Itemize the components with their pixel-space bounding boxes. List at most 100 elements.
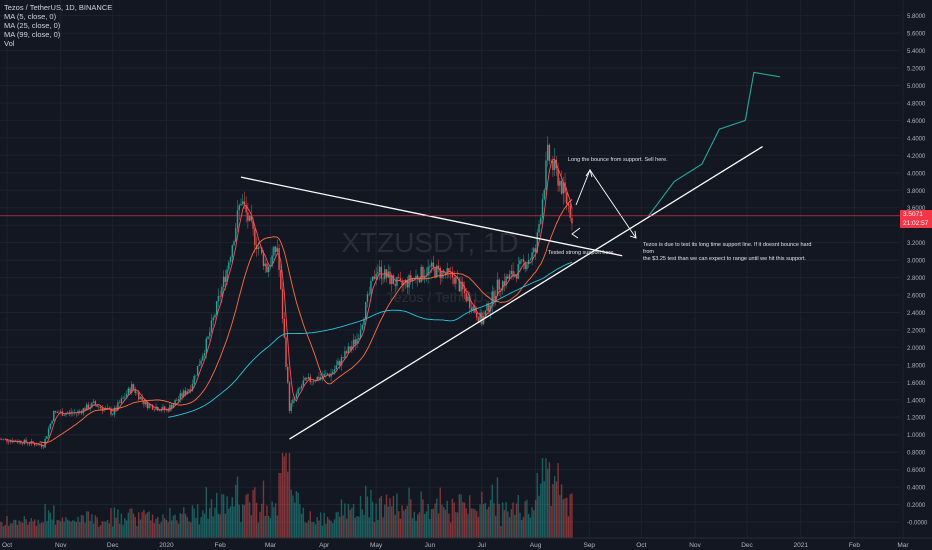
candle-body [86,404,88,411]
volume-bar [202,510,204,538]
volume-bar [347,503,350,538]
volume-bar [501,502,504,538]
volume-bar [207,518,209,538]
candle-body [356,339,358,344]
candle-body [443,270,445,273]
candle-body [92,401,95,403]
arrow-head-down [629,230,637,239]
candle-body [519,260,521,265]
volume-bar [79,522,81,538]
candle-body [198,364,201,367]
candle-body [387,271,389,278]
candle-body [392,275,395,285]
volume-bar [16,524,19,538]
volume-bar [453,502,455,538]
volume-bar [571,493,573,538]
candle-body [228,262,230,270]
volume-bar [87,511,90,538]
legend-ma99[interactable]: MA (99, close, 0) [4,30,61,39]
candle-body [545,160,547,191]
y-tick-label: 0.8000 [907,451,926,457]
candle-body [174,400,176,405]
candle-body [281,289,284,319]
candle-body [382,278,384,280]
candle-body [472,306,474,312]
candle-body [340,357,343,366]
volume-bar [529,517,532,538]
y-tick-label: 2.8000 [907,276,926,282]
candle-body [183,390,185,397]
volume-bar [399,518,402,538]
candle-body [261,247,263,254]
volume-bar [176,520,178,538]
candle-body [368,293,370,295]
volume-bar [458,494,461,538]
candle-body [226,269,228,282]
candle-body [394,284,396,286]
legend-vol[interactable]: Vol [4,39,15,48]
y-tick-label: 0.6000 [907,468,926,474]
x-tick-label: 2021 [793,542,808,549]
candle-body [118,402,121,404]
volume-bar [51,519,53,538]
y-tick-label: 4.2000 [907,154,926,160]
candle-body [439,267,441,279]
legend-ma25[interactable]: MA (25, close, 0) [4,21,61,30]
volume-bar [505,502,507,538]
candle-body [250,215,253,221]
volume-bar [122,524,124,538]
candle-body [158,410,161,412]
candle-body [287,366,289,383]
volume-bar [224,513,227,538]
volume-bar [60,521,62,538]
name-watermark: Tezos / TetherUS [387,289,493,305]
ma25-line [39,199,573,443]
volume-bar [205,487,207,538]
volume-bar [507,511,509,538]
candle-body [117,402,119,410]
volume-bar [448,513,450,538]
candle-body [560,180,563,194]
candle-body [345,351,348,354]
volume-bar [326,516,329,538]
volume-bar [475,510,478,538]
candle-body [517,264,519,279]
volume-bar [276,515,279,538]
candle-body [27,442,29,444]
y-tick-label: 5.8000 [907,14,926,20]
volume-bar [408,487,410,538]
volume-bar [172,515,175,538]
volume-bar [240,521,242,538]
x-tick-label: May [370,542,383,549]
candle-body [66,412,69,414]
candle-body [377,272,379,274]
candle-body [290,403,292,411]
volume-bar [446,500,448,538]
volume-bar [439,487,441,538]
legend-ma5[interactable]: MA (5, close, 0) [4,12,57,21]
candle-body [304,377,306,381]
candle-body [366,294,369,302]
volume-bar [177,523,180,538]
candle-body [351,345,353,350]
x-tick-label: Jul [478,542,487,549]
candle-body [189,389,192,391]
candle-body [448,268,450,272]
moving-averages [5,158,573,447]
candle-body [328,374,331,377]
volume-bar [359,495,362,538]
candle-body [257,247,259,250]
volume-bar [20,521,22,538]
volume-bar [314,524,317,538]
candle-body [70,411,72,414]
volume-bar [238,504,240,538]
candle-body [422,266,424,279]
arrow-head-up [585,168,593,178]
candle-body [314,380,317,382]
volume-bar [11,523,13,538]
volume-bar [110,508,112,538]
candle-body [112,414,114,415]
volume-bar [106,519,109,538]
volume-bar [403,510,405,538]
